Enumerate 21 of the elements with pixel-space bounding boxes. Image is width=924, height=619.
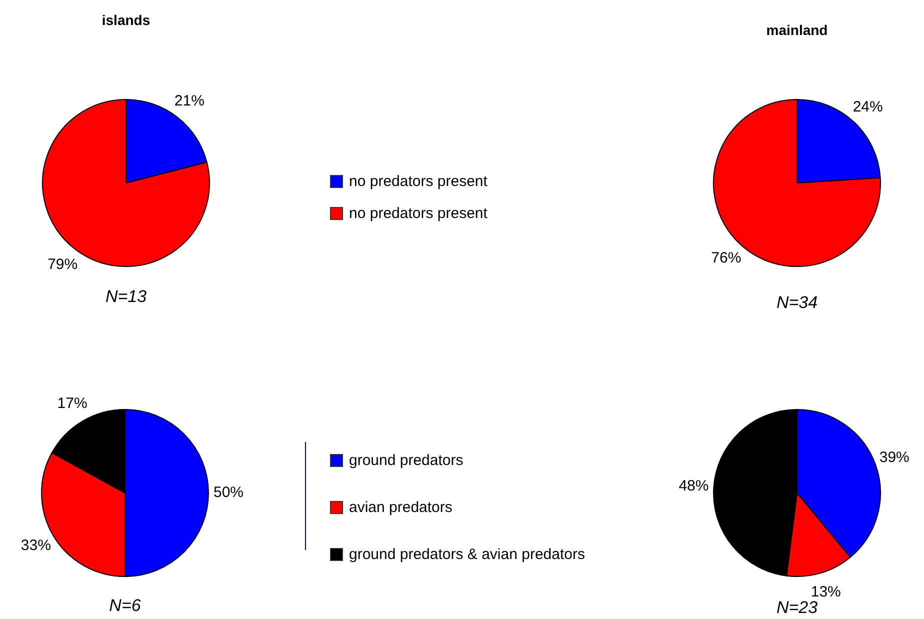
legend-label: ground predators <box>348 451 464 471</box>
data-label: 79% <box>48 256 78 273</box>
data-label: 39% <box>879 449 910 466</box>
legend-label: no predators present <box>348 204 488 224</box>
legend-label: no predators present <box>348 172 488 192</box>
data-label: 17% <box>57 395 88 412</box>
legend-label: ground predators & avian predators <box>348 545 585 565</box>
text: N=34 <box>776 293 818 313</box>
chart-title: islands <box>102 12 150 28</box>
data-label: 13% <box>810 584 841 601</box>
data-label: 21% <box>174 92 204 110</box>
data-label: 24% <box>852 98 883 116</box>
data-label: 50% <box>213 484 244 502</box>
data-label: 33% <box>20 536 51 554</box>
text: N=23 <box>776 598 818 618</box>
chart-title: mainland <box>766 22 828 38</box>
text: N=6 <box>109 596 141 616</box>
legend-label: avian predators <box>348 498 454 518</box>
data-label: 76% <box>711 250 742 267</box>
text: N=13 <box>105 287 147 307</box>
data-label: 48% <box>678 478 709 495</box>
